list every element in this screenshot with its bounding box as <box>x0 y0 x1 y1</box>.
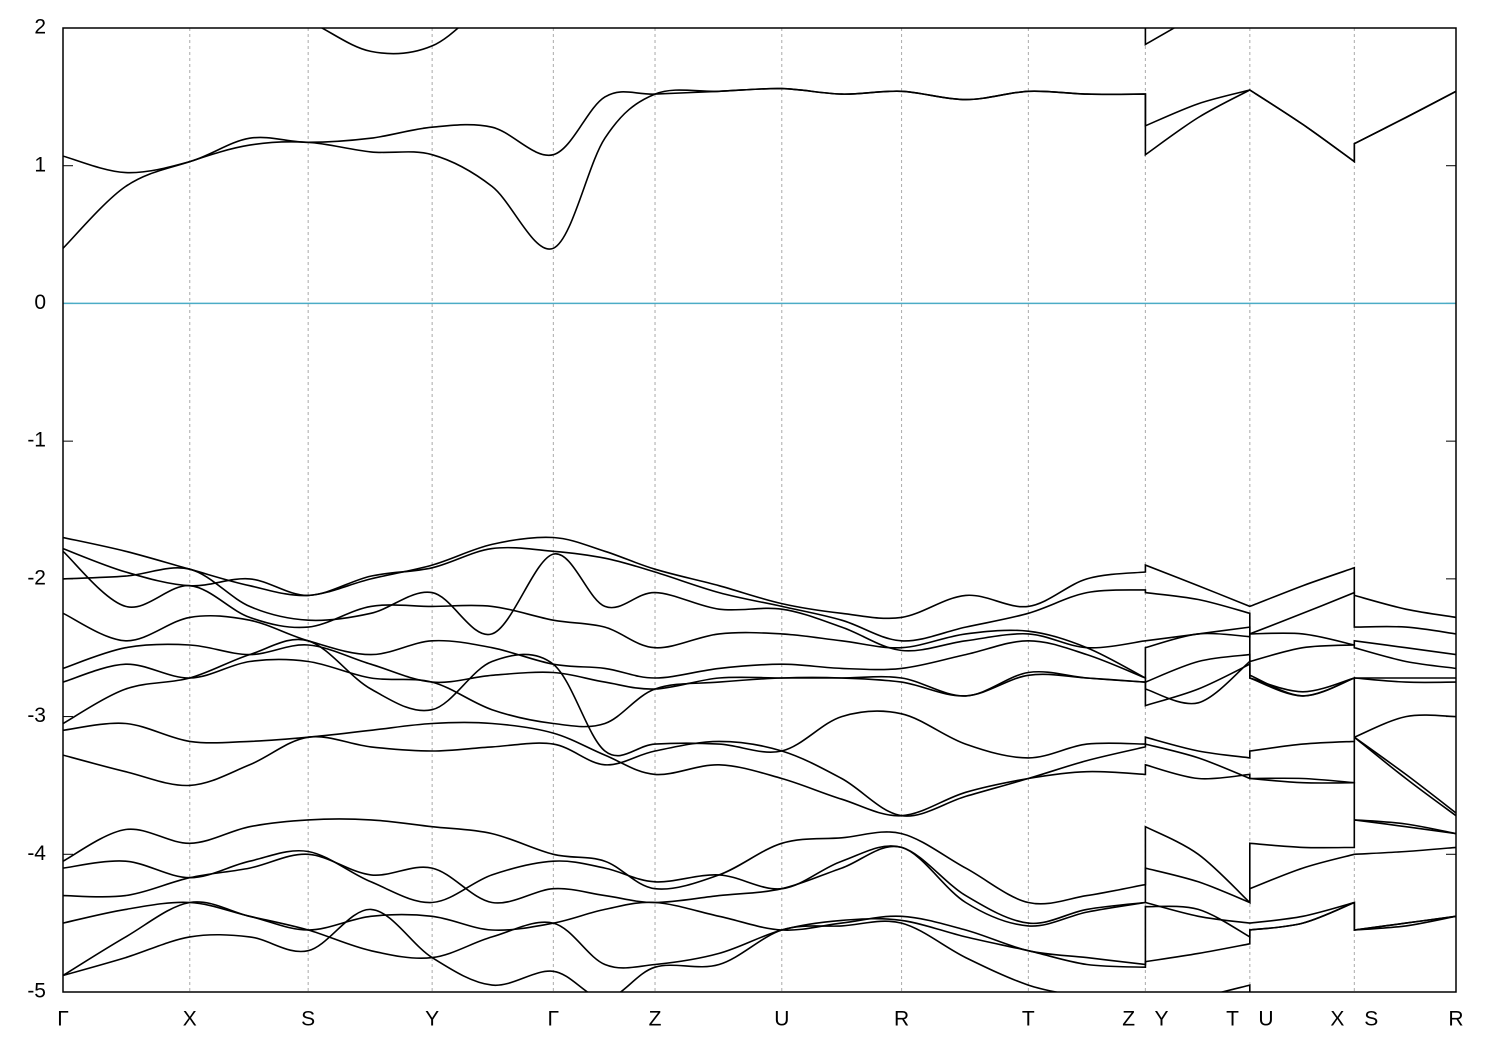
band-line <box>63 908 1251 992</box>
band-line <box>63 845 1456 931</box>
plot-area <box>63 28 1456 992</box>
y-tick-label: -1 <box>27 429 46 452</box>
x-tick-label: R <box>894 1008 909 1031</box>
x-tick-label: R <box>1448 1008 1463 1031</box>
x-tick-label: S <box>301 1008 315 1031</box>
x-tick-label: Γ <box>57 1008 69 1031</box>
x-tick-label: Z Y <box>1122 1008 1168 1031</box>
y-tick-label: 0 <box>34 291 46 314</box>
y-tick-label: 2 <box>34 16 46 39</box>
y-tick-label: 1 <box>34 153 46 176</box>
x-tick-label: U <box>774 1008 789 1031</box>
plot-frame <box>62 27 1457 993</box>
y-tick-label: -5 <box>27 980 46 1003</box>
x-tick-label: T <box>1022 1008 1035 1031</box>
x-tick-label: X S <box>1330 1008 1378 1031</box>
y-tick-label: -4 <box>27 842 46 865</box>
band-line <box>63 87 1456 174</box>
x-tick-label: X <box>183 1008 197 1031</box>
x-tick-label: Z <box>649 1008 662 1031</box>
y-tick-label: -3 <box>27 704 46 727</box>
band-line <box>63 546 1456 642</box>
x-tick-label: Γ <box>548 1008 560 1031</box>
bands <box>63 28 1456 992</box>
x-tick-label: Y <box>425 1008 439 1031</box>
y-tick-label: -2 <box>27 566 46 589</box>
band-line <box>63 553 1456 663</box>
band-line <box>63 658 1456 739</box>
x-tick-label: T U <box>1226 1008 1273 1031</box>
band-line <box>63 638 1456 817</box>
band-line <box>63 550 1456 680</box>
band-line <box>63 735 1456 835</box>
